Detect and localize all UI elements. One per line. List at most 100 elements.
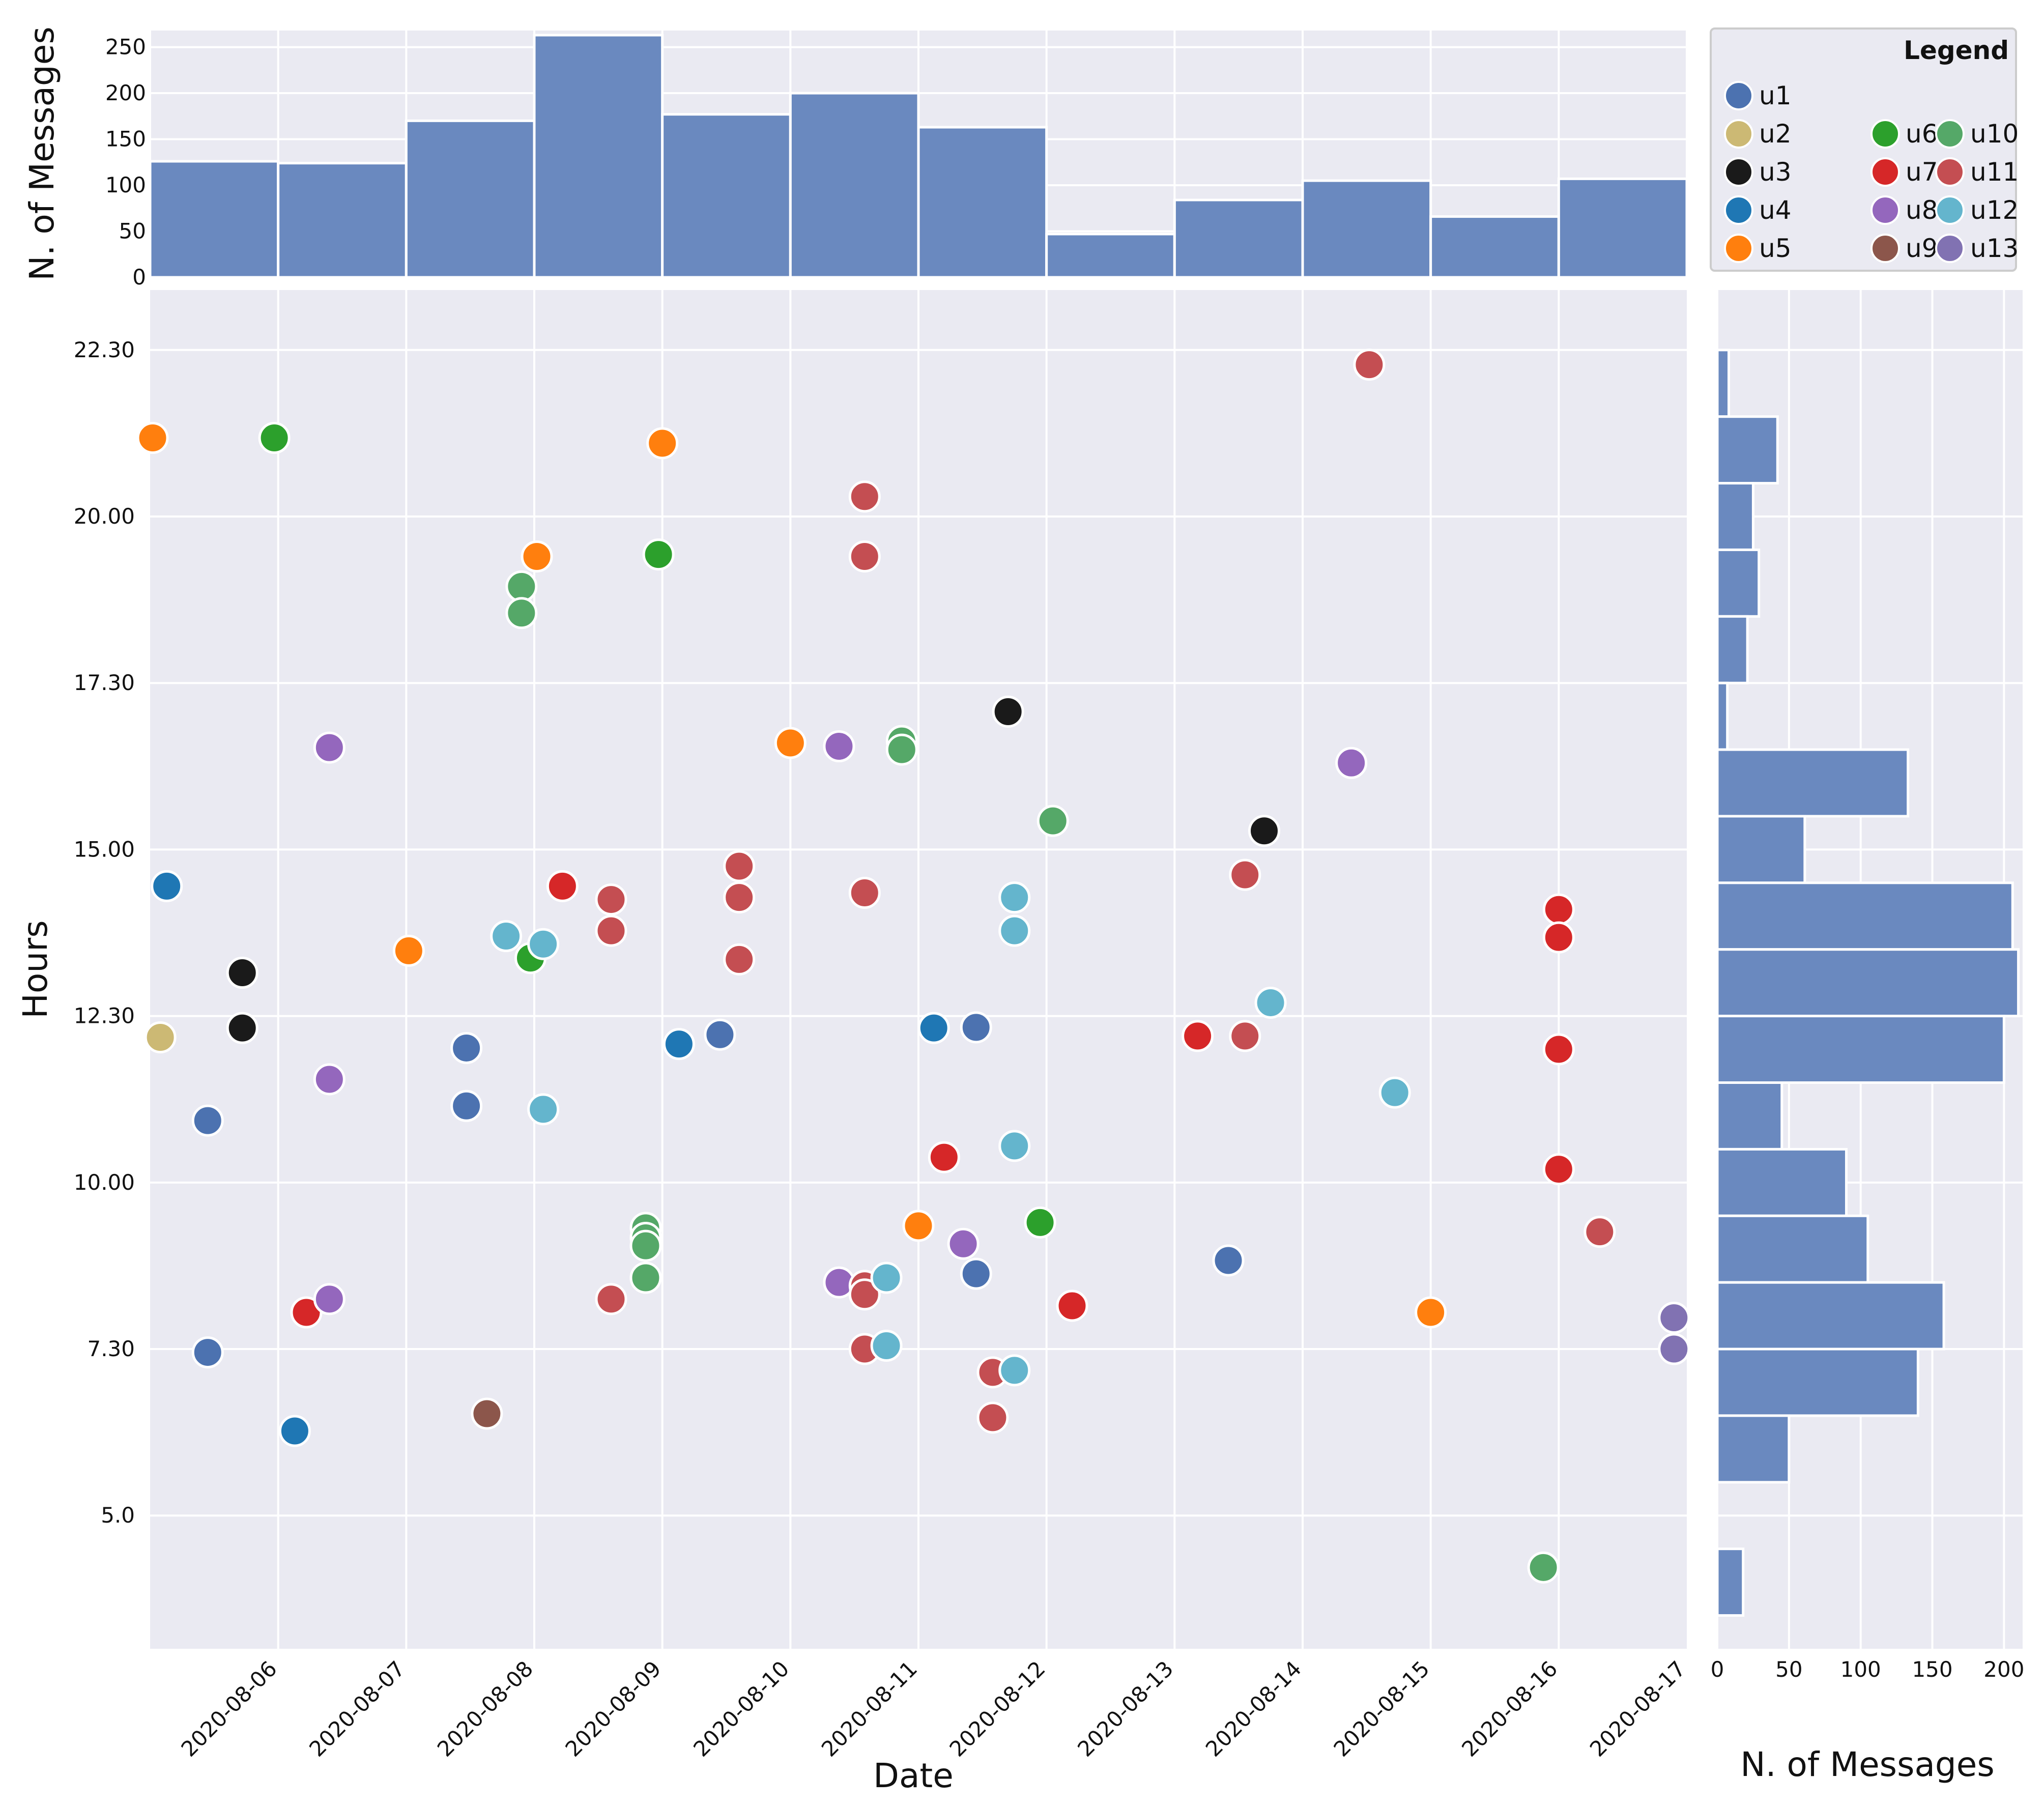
scatter-point-u4 [278, 1415, 311, 1447]
scatter-point-u7 [1542, 893, 1575, 926]
top-histogram-bar [1173, 198, 1304, 279]
top-histogram-bar [789, 92, 920, 279]
scatter-xlabel: Date [873, 1756, 954, 1795]
scatter-point-u5 [521, 540, 553, 573]
scatter-point-u3 [1248, 815, 1280, 847]
scatter-ytick-label: 10.00 [74, 1170, 135, 1195]
legend-marker-u3 [1724, 157, 1753, 187]
right-xtick-label: 0 [1711, 1657, 1724, 1682]
scatter-ytick-label: 15.00 [74, 837, 135, 862]
legend-title: Legend [1904, 36, 2009, 65]
scatter-point-u1 [450, 1031, 483, 1064]
right-xtick-label: 50 [1775, 1657, 1802, 1682]
legend-label-u4: u4 [1759, 195, 1792, 225]
legend-marker-u11 [1935, 157, 1965, 187]
scatter-point-u10 [505, 597, 538, 629]
scatter-point-u5 [136, 422, 169, 454]
legend-label-u8: u8 [1906, 195, 1938, 225]
scatter-point-u9 [471, 1397, 503, 1430]
scatter-point-u10 [629, 1229, 662, 1262]
scatter-point-u10 [885, 733, 918, 766]
scatter-point-u5 [646, 427, 679, 460]
legend-label-u7: u7 [1906, 157, 1938, 187]
scatter-point-u11 [848, 480, 881, 513]
legend-label-u2: u2 [1759, 119, 1792, 149]
legend-marker-u7 [1870, 157, 1900, 187]
top-histogram-bar [661, 113, 792, 279]
scatter-point-u7 [1542, 921, 1575, 954]
right-histogram-bar [1716, 1148, 1848, 1217]
legend-marker-u13 [1935, 234, 1965, 263]
scatter-point-u12 [490, 920, 523, 953]
scatter-ytick-label: 12.30 [74, 1004, 135, 1028]
top-ytick-label: 0 [132, 265, 146, 290]
scatter-point-u11 [723, 943, 756, 976]
scatter-point-u7 [928, 1141, 960, 1173]
right-xtick-label: 150 [1912, 1657, 1952, 1682]
top-histogram-bar [533, 34, 664, 279]
top-ytick-label: 100 [105, 173, 146, 197]
scatter-point-u3 [226, 1012, 258, 1044]
scatter-point-u7 [546, 870, 579, 902]
top-histogram-bar [917, 126, 1048, 279]
scatter-point-u12 [870, 1262, 903, 1294]
scatter-point-u12 [1378, 1076, 1411, 1109]
right-xtick-label: 100 [1840, 1657, 1881, 1682]
scatter-point-u6 [642, 538, 675, 571]
top-histogram-bar [1045, 233, 1176, 279]
scatter-point-u11 [1229, 1020, 1261, 1052]
scatter-point-u10 [1527, 1551, 1560, 1584]
scatter-point-u1 [960, 1257, 992, 1290]
legend-label-u13: u13 [1970, 234, 2019, 263]
scatter-point-u11 [976, 1401, 1009, 1434]
scatter-point-u11 [595, 1283, 627, 1315]
scatter-point-u8 [313, 1063, 346, 1096]
legend-label-u6: u6 [1906, 119, 1938, 149]
right-histogram-bar [1716, 1281, 1945, 1351]
scatter-point-u8 [313, 731, 346, 764]
scatter-point-u11 [1353, 349, 1386, 381]
scatter-point-u7 [1182, 1020, 1214, 1052]
legend-label-u1: u1 [1759, 81, 1792, 110]
top-histogram-bar [405, 119, 536, 279]
scatter-point-u8 [1335, 747, 1368, 779]
right-histogram-bar [1716, 1348, 1919, 1417]
right-histogram-bar [1716, 681, 1729, 751]
scatter-point-u5 [392, 934, 425, 967]
scatter-point-u3 [992, 695, 1024, 728]
right-histogram-bar [1716, 482, 1754, 551]
legend-marker-u1 [1724, 81, 1753, 110]
scatter-point-u5 [1415, 1296, 1447, 1329]
scatter-ylabel: Hours [16, 920, 55, 1018]
scatter-point-u2 [144, 1021, 177, 1053]
scatter-point-u8 [823, 730, 855, 763]
right-histogram-xlabel: N. of Messages [1740, 1745, 1995, 1784]
scatter-point-u3 [226, 957, 258, 989]
top-histogram: 0 50 100 150 200 250 N. of Messages [22, 26, 1688, 290]
scatter-point-u7 [1542, 1153, 1575, 1186]
scatter-point-u12 [870, 1329, 903, 1362]
right-histogram-bar [1716, 1015, 2005, 1084]
scatter-point-u1 [704, 1018, 736, 1051]
top-ytick-label: 200 [105, 80, 146, 105]
legend-marker-u12 [1935, 195, 1965, 225]
scatter-point-u13 [1658, 1302, 1690, 1334]
scatter-ytick-label: 22.30 [74, 337, 135, 362]
scatter-point-u11 [595, 883, 627, 916]
scatter-ytick-label: 7.30 [87, 1336, 135, 1361]
scatter-point-u8 [313, 1283, 346, 1315]
scatter-point-u12 [998, 1354, 1031, 1387]
right-histogram-bar [1716, 1081, 1783, 1151]
legend-label-u9: u9 [1906, 234, 1938, 263]
legend-label-u5: u5 [1759, 234, 1792, 263]
scatter-point-u4 [151, 870, 183, 902]
legend-label-u12: u12 [1970, 195, 2019, 225]
scatter-point-u8 [947, 1227, 980, 1260]
legend-marker-u10 [1935, 119, 1965, 149]
scatter-point-u7 [1542, 1033, 1575, 1066]
scatter-point-u11 [595, 914, 627, 947]
scatter-point-u10 [1037, 805, 1069, 837]
right-histogram-bar [1716, 748, 1910, 818]
right-histogram-bar [1716, 1414, 1791, 1484]
